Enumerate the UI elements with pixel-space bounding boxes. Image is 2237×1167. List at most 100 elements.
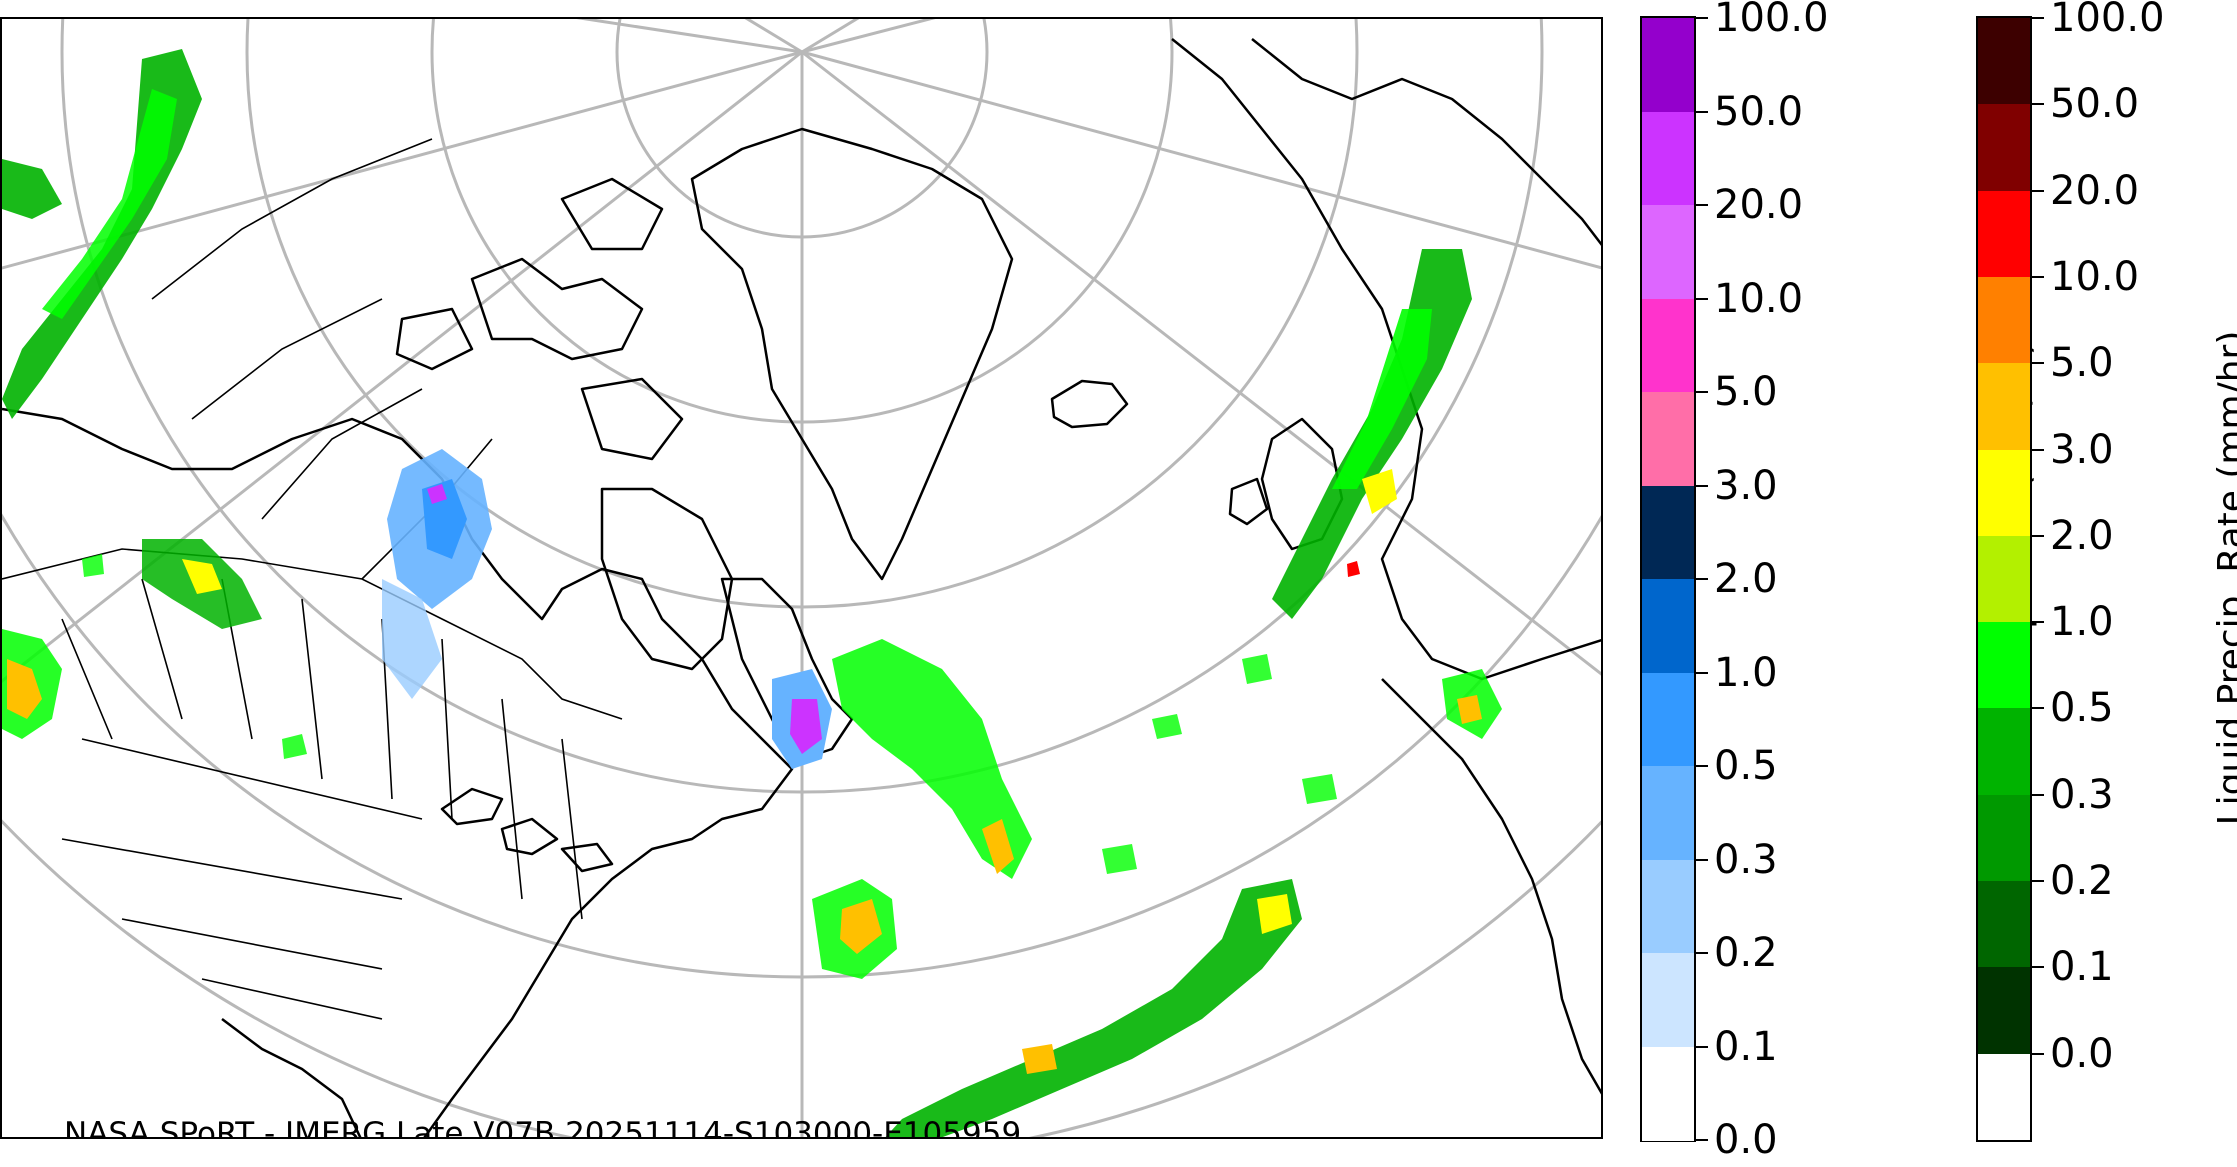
colorbar-tick <box>2032 966 2044 969</box>
meridian-line <box>744 19 803 54</box>
state-borders <box>61 578 583 1020</box>
liquid-colorbar-title: Liquid Precip. Rate (mm/hr) <box>2211 330 2237 826</box>
colorbar-segment <box>1978 190 2030 278</box>
europe-coast <box>1171 38 1601 681</box>
colorbar-tick <box>1696 1139 1708 1141</box>
colorbar-tick-label: 0.3 <box>2050 771 2114 818</box>
precip-liquid-area <box>1022 1044 1057 1074</box>
precip-liquid-area <box>1347 561 1360 577</box>
iceland-coast <box>1050 379 1129 429</box>
precip-liquid-area <box>1457 695 1482 724</box>
colorbar-tick <box>1696 858 1708 861</box>
colorbar-segment <box>1978 708 2030 796</box>
colorbar-tick <box>1696 1045 1708 1048</box>
precip-liquid-area <box>832 639 1032 879</box>
colorbar-segment <box>1642 298 1694 393</box>
colorbar-tick <box>1696 110 1708 113</box>
colorbar-segment <box>1642 392 1694 486</box>
colorbar-tick-label: 0.1 <box>1714 1023 1778 1070</box>
colorbar-tick-label: 0.3 <box>1714 836 1778 883</box>
precip-liquid-area <box>182 559 222 594</box>
coastlines <box>2 38 1601 1137</box>
colorbar-tick <box>1696 671 1708 674</box>
colorbar-tick-label: 20.0 <box>2050 167 2140 214</box>
colorbar-tick <box>2032 189 2044 192</box>
arctic-islands <box>395 177 684 461</box>
greenland-coast <box>690 127 1014 581</box>
colorbar-tick <box>2032 1052 2044 1055</box>
precip-liquid-area <box>1362 469 1397 514</box>
colorbar-segment <box>1978 1053 2030 1141</box>
colorbar-tick-label: 50.0 <box>1714 88 1804 135</box>
hudson-bay-coast <box>600 487 734 671</box>
colorbar-tick <box>1696 578 1708 580</box>
colorbar-segment <box>1978 622 2030 709</box>
colorbar-tick-label: 0.5 <box>1714 743 1778 789</box>
colorbar-tick <box>2032 880 2044 883</box>
colorbar-tick-label: 0.2 <box>1714 930 1778 976</box>
meridian-line <box>801 50 1601 676</box>
liquid-precip-colorbar <box>1976 16 2032 1142</box>
colorbar-segment <box>1642 18 1694 112</box>
precip-liquid-area <box>840 899 882 954</box>
colorbar-tick <box>2032 707 2044 710</box>
colorbar-segment <box>1978 104 2030 192</box>
colorbar-tick <box>2032 103 2044 106</box>
colorbar-segment <box>1642 485 1694 580</box>
colorbar-segment <box>1642 766 1694 860</box>
precip-liquid-area <box>1257 894 1292 934</box>
colorbar-tick-label: 5.0 <box>2050 340 2114 387</box>
colorbar-tick <box>1696 391 1708 393</box>
colorbar-tick-label: 10.0 <box>1714 275 1804 322</box>
graticule <box>2 19 1601 1137</box>
colorbar-tick-label: 50.0 <box>2050 81 2140 128</box>
meridian-line <box>576 19 803 54</box>
colorbar-tick <box>1696 297 1708 300</box>
colorbar-tick-label: 3.0 <box>1714 462 1778 509</box>
colorbar-tick-label: 3.0 <box>2050 426 2114 473</box>
scandinavia-coast <box>1251 38 1601 246</box>
colorbar-tick-label: 100.0 <box>1714 0 1829 41</box>
colorbar-tick <box>2032 534 2044 537</box>
colorbar-tick-label: 0.2 <box>2050 858 2114 905</box>
colorbar-tick-label: 100.0 <box>2050 0 2165 41</box>
meridian-line <box>2 50 803 683</box>
precip-liquid-area <box>2 159 62 219</box>
meridian-line <box>801 19 860 54</box>
colorbar-segment <box>1978 967 2030 1055</box>
precip-solid-area <box>790 699 822 754</box>
precip-liquid-area <box>7 659 42 719</box>
meridian-line <box>2 50 803 270</box>
precipitation-overlay <box>2 49 1502 1137</box>
colorbar-tick-label: 1.0 <box>2050 599 2114 646</box>
colorbar-tick <box>1696 204 1708 206</box>
colorbar-tick-label: 0.0 <box>2050 1030 2114 1077</box>
colorbar-tick-label: 1.0 <box>1714 649 1778 696</box>
colorbar-tick-label: 2.0 <box>1714 556 1778 602</box>
meridian-line <box>801 19 936 54</box>
colorbar-segment <box>1978 449 2030 537</box>
colorbar-segment <box>1642 672 1694 767</box>
colorbar-tick-label: 20.0 <box>1714 182 1804 228</box>
colorbar-segment <box>1642 859 1694 954</box>
provincial-borders <box>151 138 493 580</box>
map-credit: NASA SPoRT - IMERG Late V07B 20251114-S1… <box>64 1116 1022 1139</box>
colorbar-tick-label: 2.0 <box>2050 512 2114 559</box>
colorbar-tick <box>2032 793 2044 796</box>
colorbar-tick-label: 0.0 <box>1714 1117 1778 1163</box>
colorbar-tick <box>2032 621 2044 624</box>
gulf-coast <box>221 1018 362 1137</box>
colorbar-segment <box>1642 953 1694 1047</box>
colorbar-tick <box>1696 952 1708 954</box>
colorbar-segment <box>1978 881 2030 968</box>
precip-map: NASA SPoRT - IMERG Late V07B 20251114-S1… <box>0 17 1603 1139</box>
colorbar-segment <box>1642 579 1694 673</box>
labrador-coast <box>720 577 854 761</box>
colorbar-tick <box>2032 448 2044 451</box>
africa-coast <box>1381 678 1601 1095</box>
colorbar-segment <box>1642 205 1694 299</box>
colorbar-tick <box>1696 765 1708 767</box>
colorbar-segment <box>1978 363 2030 451</box>
precip-liquid-area <box>1332 309 1432 489</box>
colorbar-tick <box>1696 17 1708 19</box>
